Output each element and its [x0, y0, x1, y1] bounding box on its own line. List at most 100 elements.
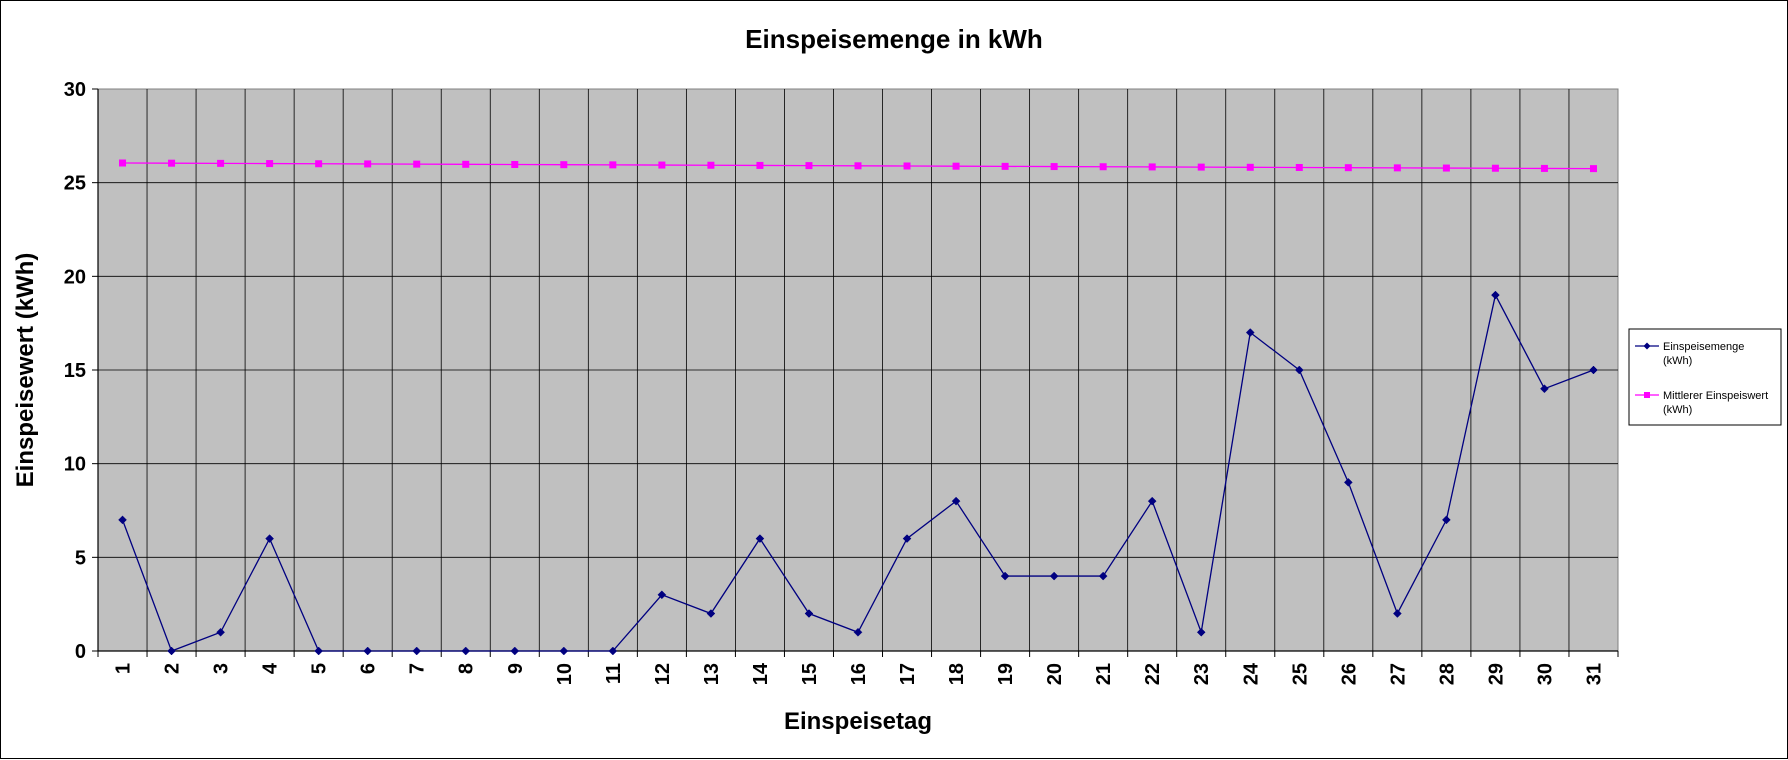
- x-tick-label: 30: [1534, 663, 1556, 685]
- data-point-square: [168, 159, 176, 167]
- y-axis-title: Einspeisewert (kWh): [12, 253, 39, 488]
- legend-label: Einspeisemenge: [1663, 341, 1744, 353]
- data-point-square: [1442, 164, 1450, 172]
- data-point-square: [462, 160, 470, 168]
- x-tick-label: 28: [1436, 663, 1458, 685]
- data-point-diamond: [902, 534, 912, 543]
- x-tick-label: 13: [701, 663, 723, 685]
- data-point-diamond: [1049, 571, 1059, 581]
- data-point-diamond: [1098, 571, 1108, 581]
- data-point-diamond: [1491, 290, 1500, 300]
- data-point-square: [707, 161, 715, 169]
- y-tick-label: 30: [64, 79, 86, 101]
- grid-layer: [98, 89, 1618, 651]
- x-tick-label: 29: [1485, 663, 1507, 685]
- data-point-diamond: [1294, 365, 1304, 375]
- x-tick-label: 6: [358, 663, 380, 674]
- data-point-diamond: [1393, 609, 1402, 618]
- data-point-diamond: [1196, 627, 1206, 637]
- data-point-diamond: [853, 627, 863, 637]
- data-point-square: [854, 162, 862, 170]
- data-point-square: [1344, 164, 1352, 172]
- data-point-diamond: [363, 646, 373, 656]
- data-point-diamond: [265, 534, 274, 543]
- x-tick-label: 1: [113, 663, 135, 674]
- x-tick-label: 16: [848, 663, 870, 685]
- x-tick-label: 24: [1240, 662, 1262, 685]
- x-tick-label: 21: [1093, 663, 1115, 685]
- data-point-diamond: [559, 646, 569, 656]
- data-point-diamond: [1540, 384, 1549, 394]
- data-point-square: [217, 159, 225, 167]
- y-tick-label: 5: [75, 547, 86, 569]
- data-point-diamond: [755, 534, 765, 543]
- legend-box: [1628, 328, 1782, 426]
- x-tick-label: 31: [1583, 663, 1605, 685]
- x-tick-label: 18: [946, 663, 968, 685]
- legend-marker: [1643, 342, 1651, 350]
- data-point-square: [756, 161, 764, 169]
- data-point-square: [511, 160, 519, 168]
- x-tick-label: 15: [799, 663, 821, 685]
- y-tick-label: 10: [64, 454, 86, 476]
- data-point-diamond: [510, 646, 520, 656]
- data-point-diamond: [608, 646, 618, 656]
- data-point-square: [1246, 163, 1254, 171]
- data-point-square: [903, 162, 911, 170]
- data-point-square: [1589, 165, 1597, 173]
- data-point-diamond: [1589, 365, 1598, 375]
- x-tick-label: 5: [309, 663, 331, 674]
- data-point-diamond: [1442, 515, 1451, 525]
- data-point-diamond: [1245, 328, 1255, 337]
- y-tick-label: 15: [64, 360, 86, 382]
- x-tick-label: 12: [652, 663, 674, 685]
- data-point-square: [364, 160, 372, 168]
- y-tick-label: 20: [64, 266, 86, 288]
- x-tick-label: 14: [750, 662, 772, 685]
- data-point-square: [1050, 163, 1058, 171]
- series-layer: [118, 159, 1598, 656]
- x-tick-label: 2: [162, 663, 184, 674]
- data-point-square: [1295, 163, 1303, 171]
- data-point-square: [1540, 164, 1548, 172]
- legend-label: Mittlerer Einspeiswert: [1663, 390, 1768, 402]
- legend-label: (kWh): [1663, 404, 1692, 416]
- x-tick-label: 27: [1387, 663, 1409, 685]
- data-point-square: [413, 160, 421, 168]
- x-tick-label: 3: [211, 663, 233, 674]
- data-point-square: [1001, 162, 1009, 170]
- legend-marker: [1644, 392, 1650, 398]
- x-tick-label: 17: [897, 663, 919, 685]
- data-point-diamond: [804, 609, 814, 618]
- x-tick-label: 11: [603, 663, 625, 684]
- data-point-square: [1491, 164, 1499, 172]
- data-point-diamond: [216, 627, 225, 637]
- data-point-diamond: [314, 646, 323, 656]
- x-tick-label: 10: [554, 663, 576, 685]
- data-point-diamond: [951, 496, 961, 506]
- y-tick-label: 0: [75, 641, 86, 663]
- data-point-square: [1148, 163, 1156, 171]
- data-point-diamond: [118, 515, 127, 525]
- legend-items: Einspeisemenge (kWh) Mittlerer Einspeiswer…: [1635, 341, 1768, 416]
- data-point-square: [952, 162, 960, 170]
- x-tick-label: 19: [995, 663, 1017, 685]
- data-point-square: [119, 159, 127, 167]
- x-tick-label: 25: [1289, 663, 1311, 685]
- data-point-diamond: [167, 646, 176, 656]
- x-tick-label: 26: [1338, 663, 1360, 685]
- legend-label: (kWh): [1663, 355, 1692, 367]
- data-point-square: [1099, 163, 1107, 171]
- data-point-diamond: [1343, 478, 1353, 487]
- x-tick-label: 23: [1191, 663, 1213, 685]
- data-point-diamond: [657, 590, 667, 600]
- data-point-square: [658, 161, 666, 169]
- x-tick-label: 8: [456, 663, 478, 674]
- x-tick-label: 4: [260, 662, 282, 674]
- x-tick-label: 7: [407, 663, 429, 674]
- data-point-diamond: [1147, 496, 1157, 506]
- data-point-square: [560, 161, 568, 169]
- data-point-diamond: [706, 609, 716, 618]
